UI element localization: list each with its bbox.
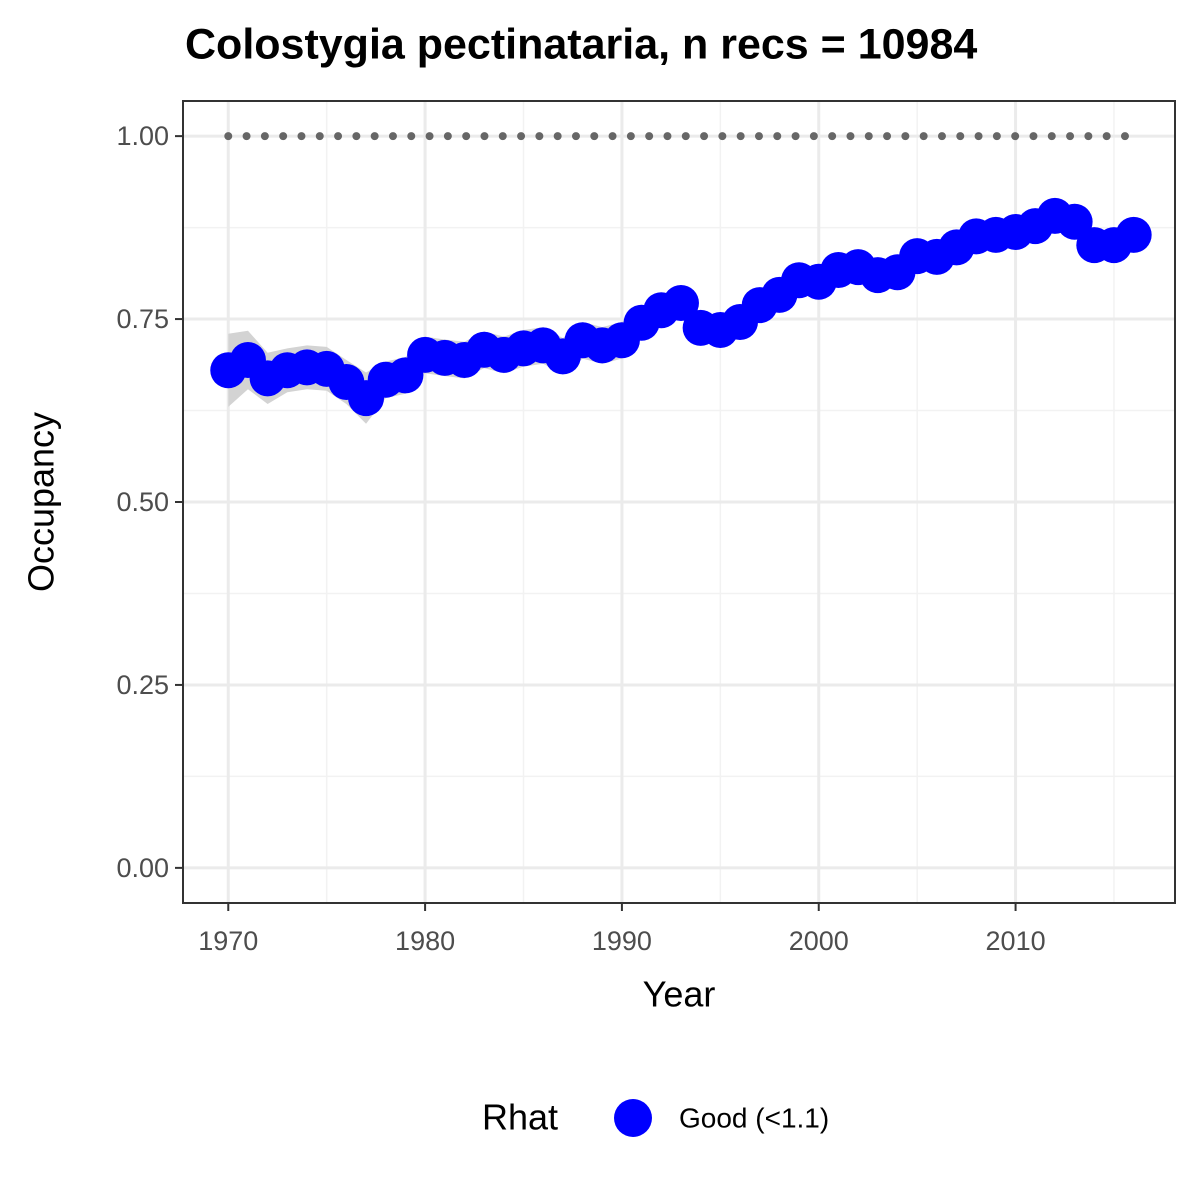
legend-key (614, 1099, 652, 1137)
x-tick-label: 1990 (592, 926, 652, 956)
y-tick-label: 0.75 (116, 304, 169, 334)
y-tick-label: 1.00 (116, 121, 169, 151)
data-point (1115, 216, 1152, 253)
y-tick-label: 0.50 (116, 487, 169, 517)
x-tick-label: 2010 (986, 926, 1046, 956)
data-point (662, 284, 699, 321)
x-tick-label: 2000 (789, 926, 849, 956)
legend-title: Rhat (482, 1097, 558, 1138)
x-tick-label: 1980 (395, 926, 455, 956)
x-axis-label: Year (643, 974, 716, 1015)
legend-label: Good (<1.1) (679, 1102, 829, 1133)
y-tick-label: 0.00 (116, 853, 169, 883)
chart-title: Colostygia pectinataria, n recs = 10984 (185, 20, 977, 68)
x-tick-label: 1970 (198, 926, 258, 956)
y-axis-label: Occupancy (21, 412, 62, 592)
y-tick-label: 0.25 (116, 670, 169, 700)
